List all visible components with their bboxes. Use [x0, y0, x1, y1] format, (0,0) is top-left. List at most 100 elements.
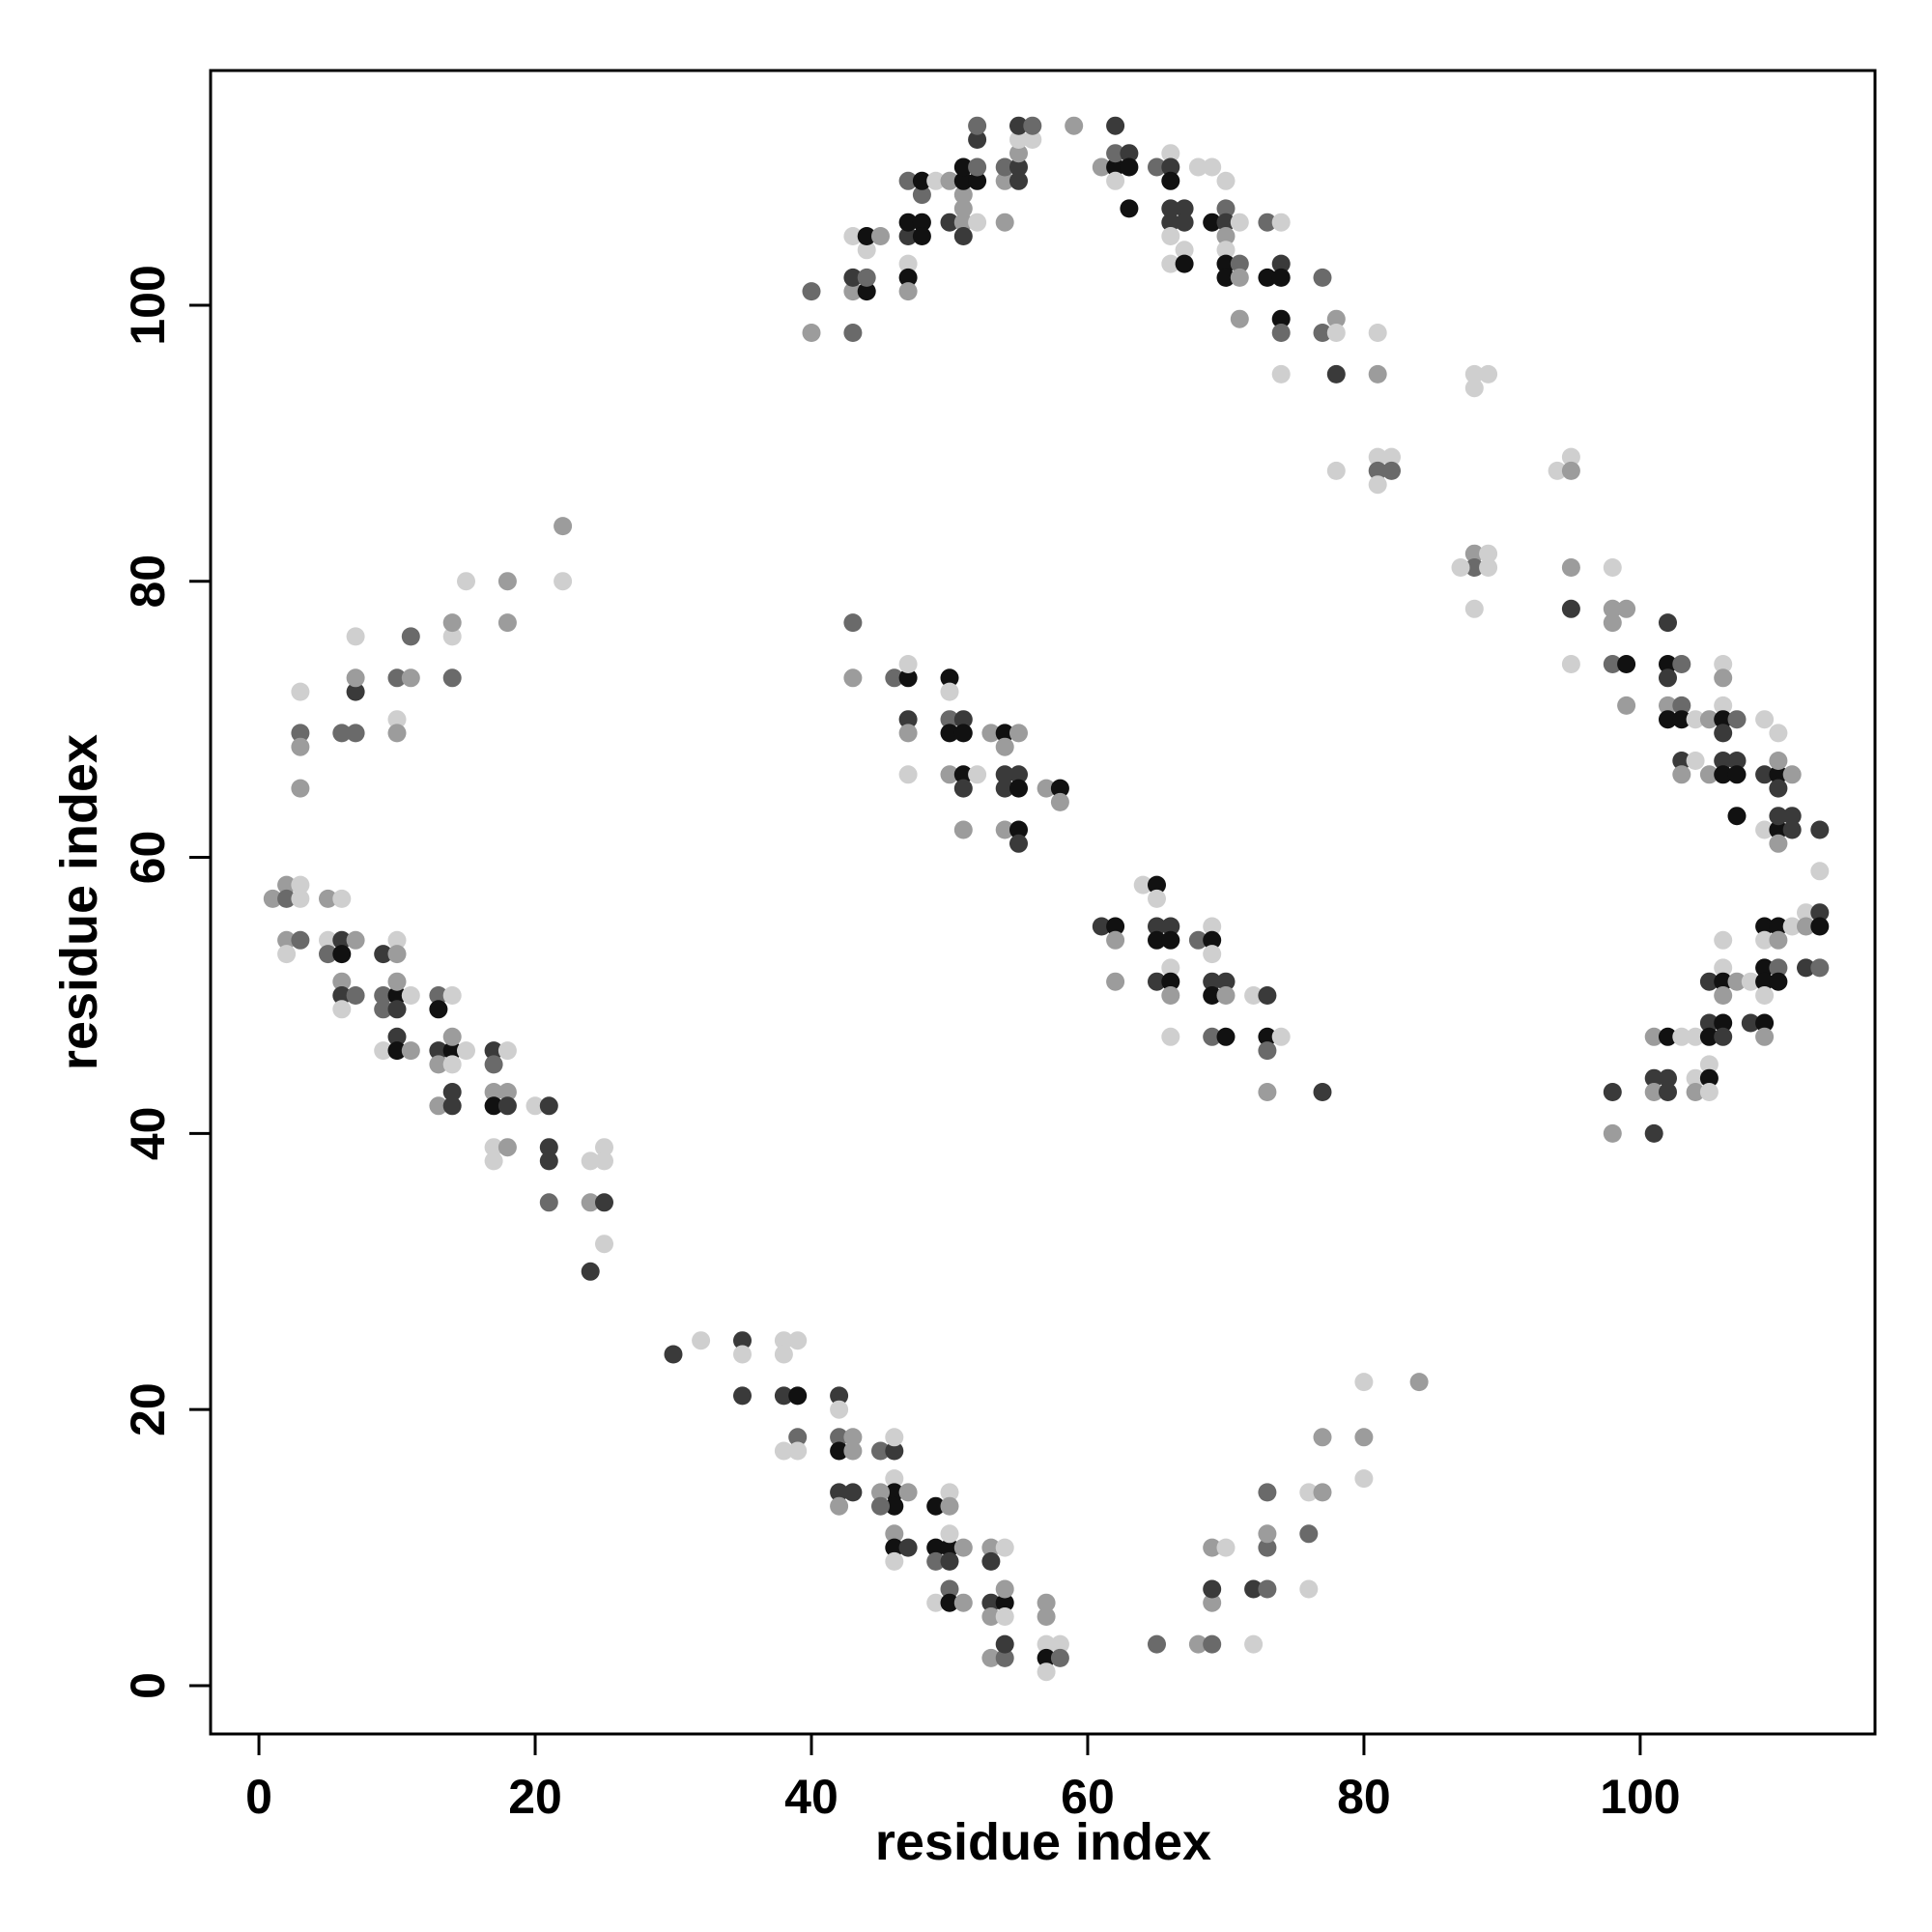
- data-point: [912, 185, 931, 205]
- data-point: [1161, 157, 1180, 177]
- data-point: [926, 1496, 946, 1516]
- data-point: [995, 1648, 1014, 1667]
- data-point: [1203, 986, 1222, 1005]
- data-point: [1686, 710, 1705, 729]
- data-point: [1037, 1634, 1056, 1654]
- data-point: [1326, 309, 1346, 328]
- data-point: [926, 171, 946, 190]
- data-point: [1203, 930, 1222, 950]
- data-point: [1714, 724, 1733, 743]
- data-point: [1644, 1083, 1663, 1101]
- data-point: [843, 324, 863, 342]
- data-point: [484, 1083, 503, 1101]
- data-point: [1561, 655, 1580, 673]
- data-point: [319, 889, 337, 908]
- data-point: [1299, 1483, 1319, 1502]
- data-point: [1009, 724, 1028, 743]
- data-point: [1714, 986, 1733, 1005]
- data-point: [1699, 1027, 1719, 1046]
- data-point: [1769, 779, 1788, 798]
- data-point: [1755, 986, 1775, 1005]
- data-point: [940, 1593, 959, 1612]
- data-point: [898, 268, 918, 287]
- data-point: [1148, 1634, 1166, 1654]
- data-point: [788, 1441, 808, 1461]
- data-point: [387, 972, 407, 991]
- data-point: [401, 668, 420, 688]
- data-point: [1161, 254, 1180, 273]
- data-point: [374, 1000, 393, 1019]
- data-point: [1203, 1593, 1222, 1612]
- data-point: [1603, 613, 1622, 633]
- data-point: [981, 1593, 1001, 1612]
- data-point: [1203, 1579, 1222, 1599]
- data-point: [981, 724, 1001, 743]
- data-point: [1782, 765, 1802, 784]
- data-point: [1216, 199, 1236, 218]
- data-point: [1258, 1524, 1277, 1544]
- data-point: [1009, 171, 1028, 190]
- data-point: [1106, 972, 1125, 991]
- data-point: [1148, 972, 1166, 991]
- data-point: [802, 282, 821, 301]
- data-point: [1464, 379, 1484, 398]
- data-point: [788, 1428, 808, 1447]
- data-point: [581, 1193, 600, 1212]
- data-point: [442, 1055, 462, 1074]
- data-point: [1561, 599, 1580, 618]
- data-point: [291, 875, 310, 895]
- data-point: [1271, 324, 1291, 342]
- data-point: [387, 1041, 407, 1061]
- data-point: [898, 227, 918, 245]
- data-point: [1699, 1083, 1719, 1101]
- data-point: [995, 1593, 1014, 1612]
- data-point: [346, 668, 365, 688]
- data-point: [940, 1483, 959, 1502]
- data-point: [1741, 1013, 1760, 1033]
- data-point: [332, 930, 352, 950]
- data-point: [871, 227, 890, 245]
- data-point: [1769, 752, 1788, 770]
- data-point: [788, 1386, 808, 1406]
- data-point: [940, 1496, 959, 1516]
- data-point: [1313, 1428, 1332, 1447]
- data-point: [442, 1027, 462, 1046]
- data-point: [1659, 655, 1677, 673]
- data-point: [843, 1428, 863, 1447]
- data-point: [843, 613, 863, 633]
- data-point: [1161, 227, 1180, 245]
- data-point: [1175, 241, 1194, 260]
- data-point: [1409, 1373, 1429, 1392]
- data-point: [898, 1483, 918, 1502]
- data-point: [1354, 1373, 1374, 1392]
- data-point: [1106, 171, 1125, 190]
- data-point: [1672, 752, 1691, 770]
- data-point: [401, 986, 420, 1005]
- data-point: [1106, 116, 1125, 135]
- data-point: [1161, 972, 1180, 991]
- data-point: [387, 710, 407, 729]
- data-point: [1203, 972, 1222, 991]
- data-point: [1727, 752, 1747, 770]
- data-point: [1106, 144, 1125, 163]
- data-point: [1755, 820, 1775, 839]
- data-point: [1368, 475, 1387, 495]
- data-point: [1216, 986, 1236, 1005]
- data-point: [1148, 157, 1166, 177]
- data-point: [429, 1096, 448, 1116]
- data-point: [1037, 1593, 1056, 1612]
- data-point: [1782, 807, 1802, 826]
- data-point: [940, 668, 959, 688]
- data-point: [1714, 1027, 1733, 1046]
- data-point: [1271, 254, 1291, 273]
- data-point: [953, 227, 973, 245]
- data-point: [291, 724, 310, 743]
- data-point: [1714, 668, 1733, 688]
- y-axis-title: residue index: [50, 734, 108, 1070]
- data-point: [843, 268, 863, 287]
- data-point: [1368, 447, 1387, 467]
- data-point: [1741, 972, 1760, 991]
- data-point: [912, 227, 931, 245]
- data-point: [1714, 972, 1733, 991]
